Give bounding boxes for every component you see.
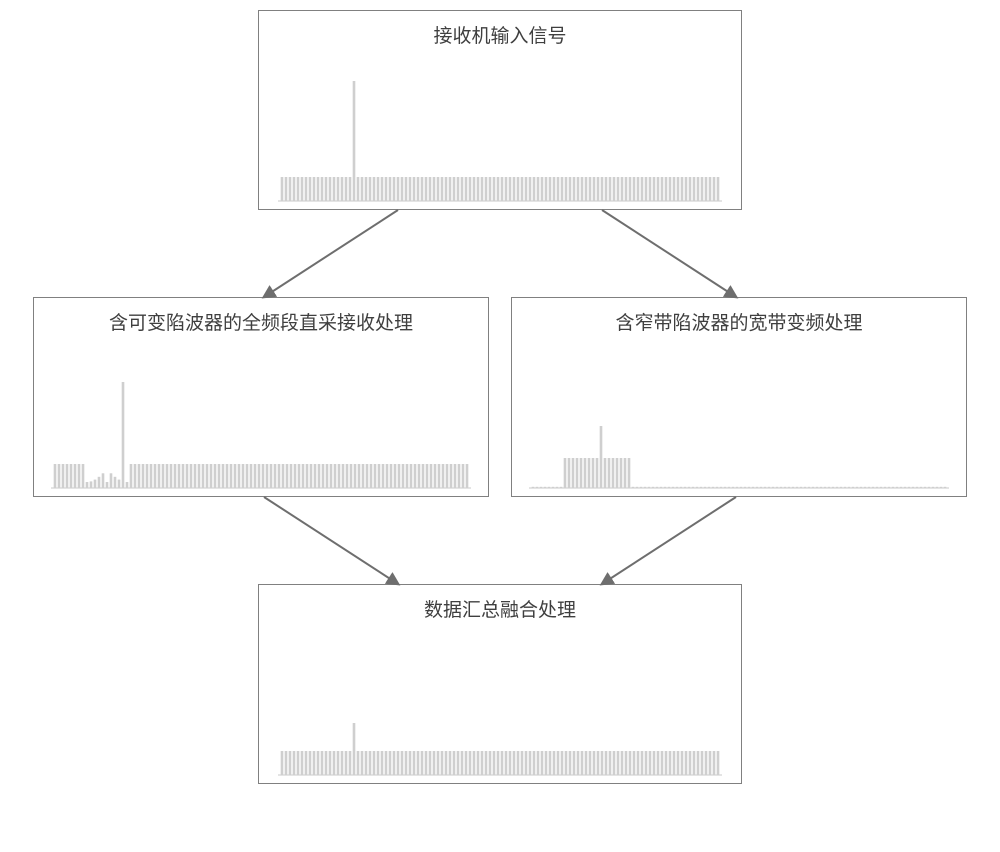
node-title: 数据汇总融合处理 bbox=[424, 595, 576, 622]
node-title: 含窄带陷波器的宽带变频处理 bbox=[615, 308, 862, 335]
spectrum-plot bbox=[34, 360, 488, 490]
spectrum-plot bbox=[512, 360, 966, 490]
spectrum-plot bbox=[259, 647, 741, 777]
node-title: 含可变陷波器的全频段直采接收处理 bbox=[109, 308, 413, 335]
node-data-fusion: 数据汇总融合处理 bbox=[258, 584, 742, 784]
node-title: 接收机输入信号 bbox=[433, 21, 566, 48]
node-receiver-input: 接收机输入信号 bbox=[258, 10, 742, 210]
spectrum-plot bbox=[259, 73, 741, 203]
node-narrowband-notch-wideband: 含窄带陷波器的宽带变频处理 bbox=[511, 297, 967, 497]
node-fullband-direct-sampling: 含可变陷波器的全频段直采接收处理 bbox=[33, 297, 489, 497]
